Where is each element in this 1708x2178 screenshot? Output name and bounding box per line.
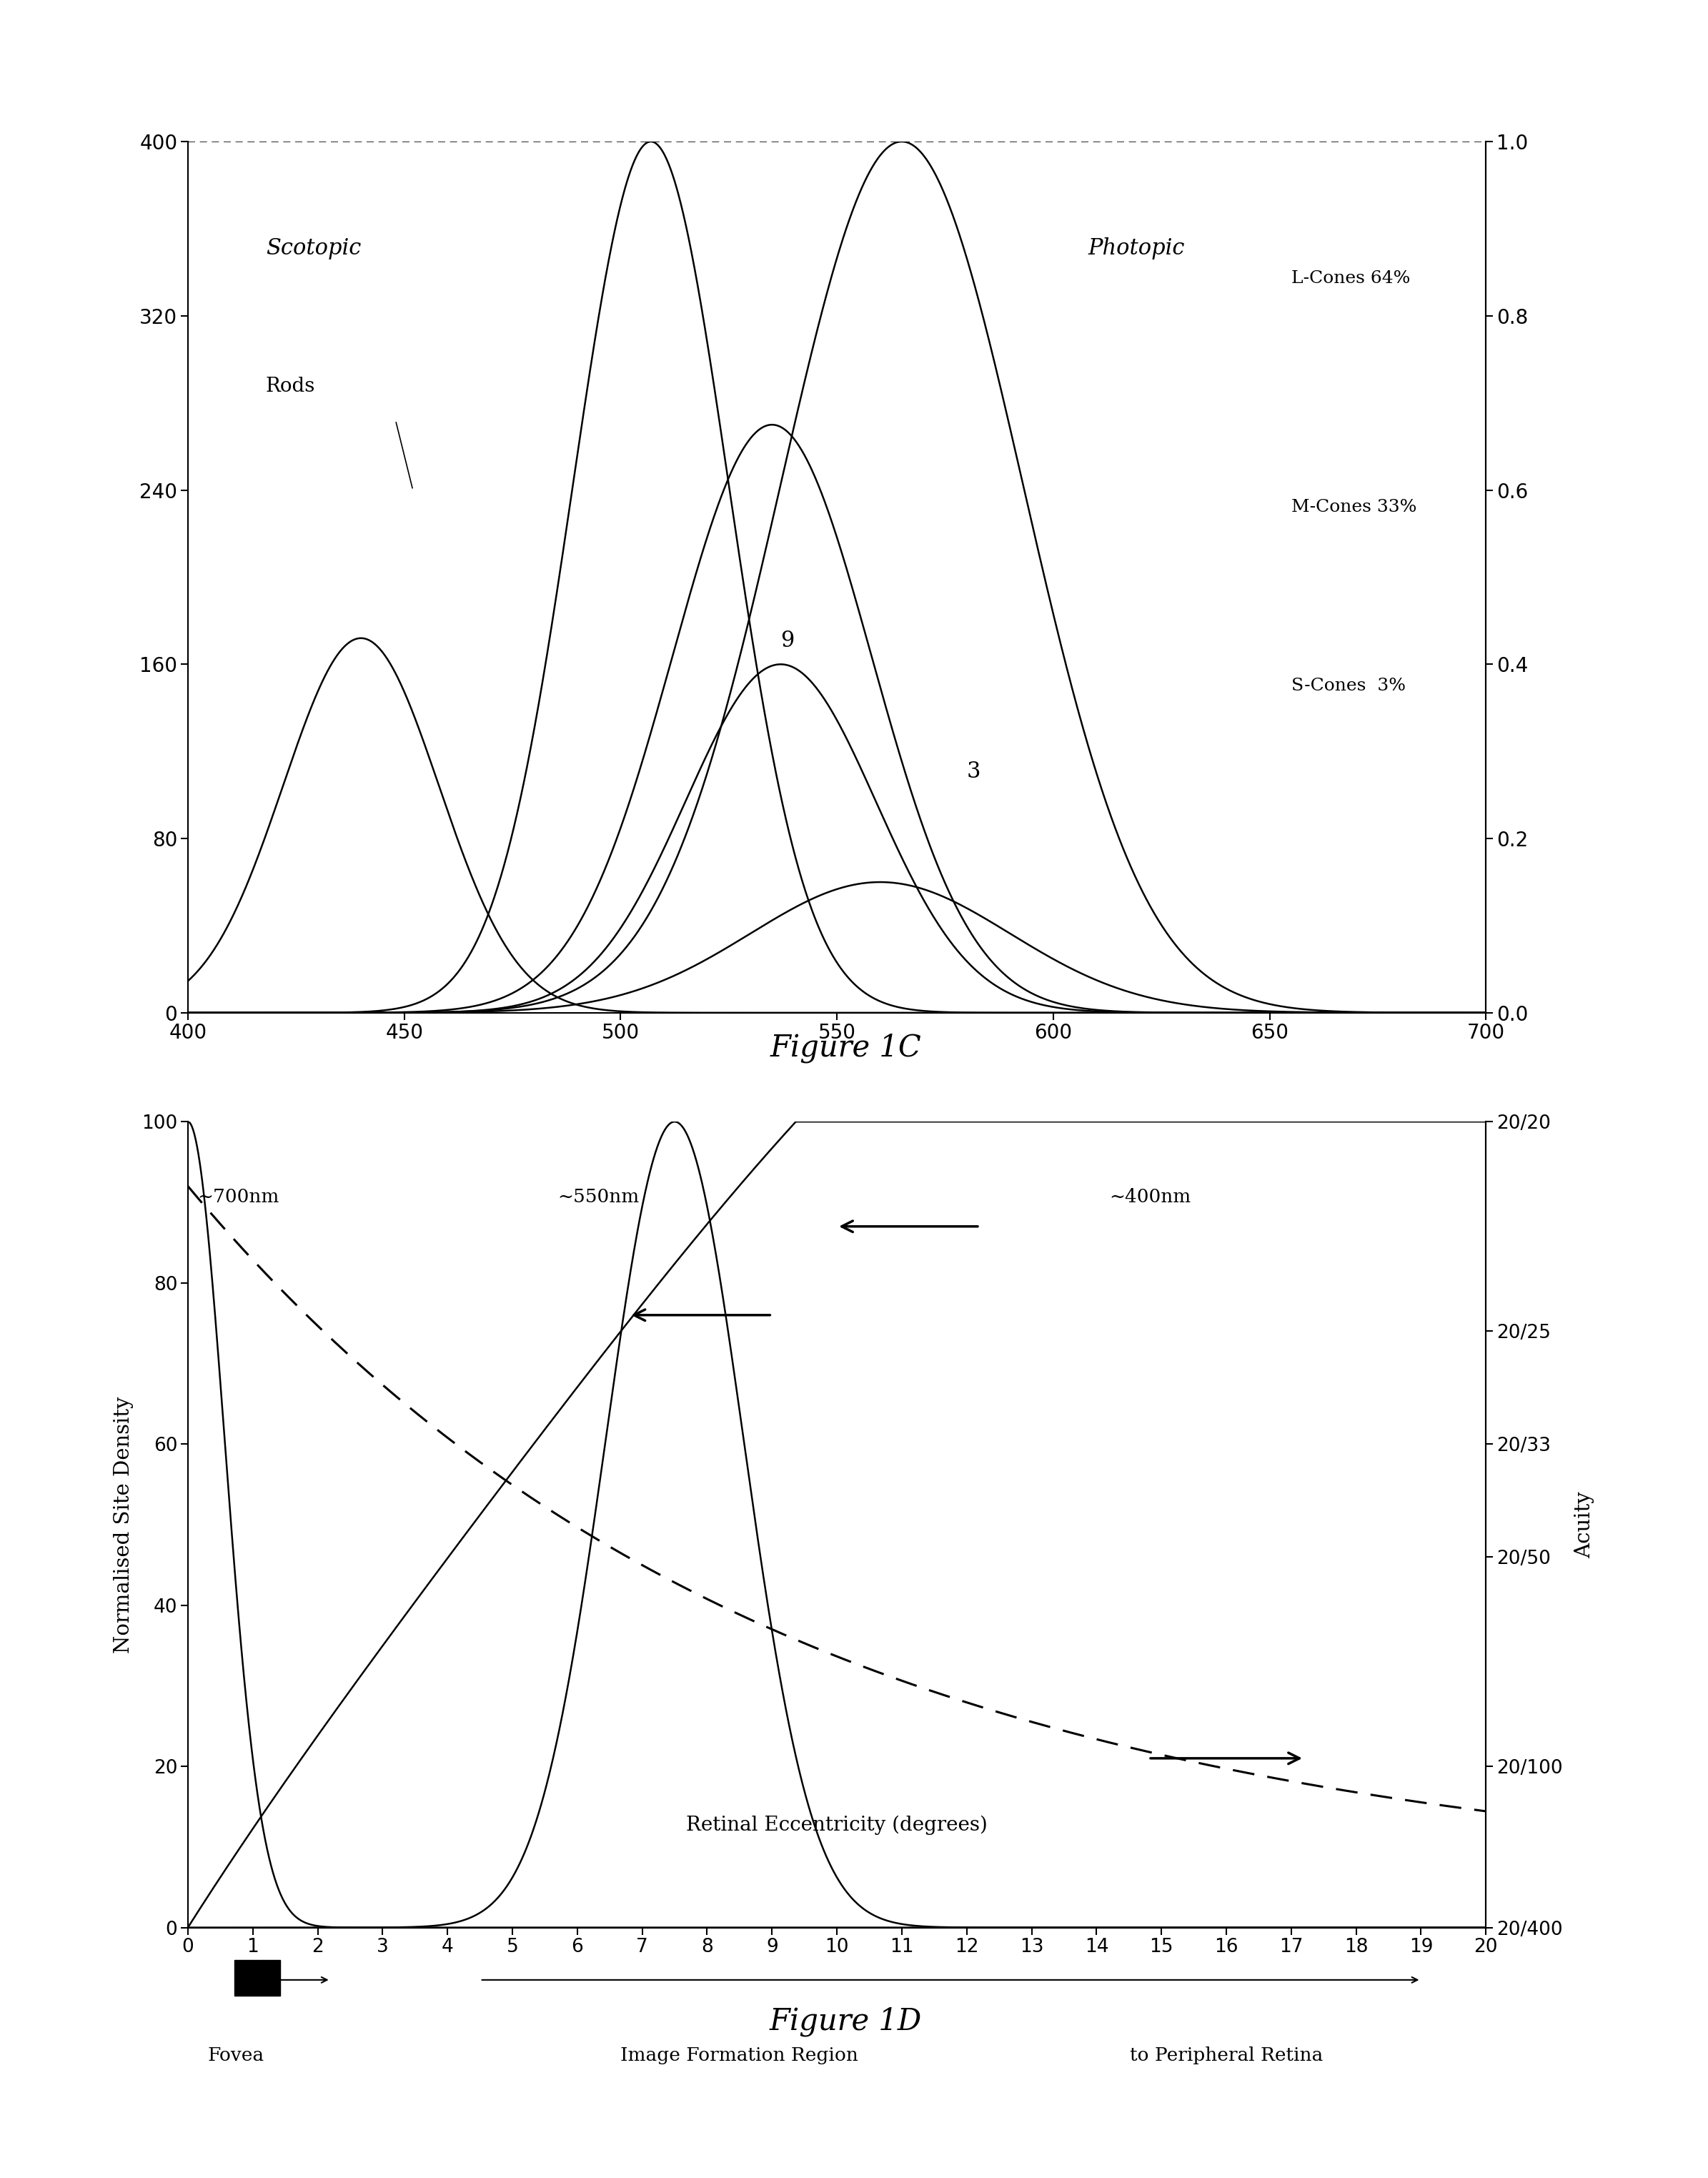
Y-axis label: Acuity: Acuity [1575,1492,1595,1557]
Bar [234,1960,280,1995]
Text: ~400nm: ~400nm [1110,1187,1190,1207]
Text: Image Formation Region: Image Formation Region [620,2045,859,2065]
Text: ~700nm: ~700nm [198,1187,280,1207]
Text: Scotopic: Scotopic [266,237,360,259]
Text: Fovea: Fovea [207,2045,265,2065]
Text: S-Cones  3%: S-Cones 3% [1291,677,1406,695]
Text: M-Cones 33%: M-Cones 33% [1291,499,1416,516]
Text: to Peripheral Retina: to Peripheral Retina [1129,2045,1324,2065]
Text: Rods: Rods [266,377,316,396]
Text: Figure 1C: Figure 1C [770,1032,921,1063]
Text: Retinal Eccentricity (degrees): Retinal Eccentricity (degrees) [687,1816,987,1836]
Text: 3: 3 [967,760,980,782]
Text: L-Cones 64%: L-Cones 64% [1291,270,1411,287]
Text: 9: 9 [781,629,794,651]
Text: Figure 1D: Figure 1D [769,2006,922,2036]
Text: Photopic: Photopic [1088,237,1185,259]
Text: ~550nm: ~550nm [559,1187,639,1207]
Y-axis label: Normalised Site Density: Normalised Site Density [114,1396,133,1653]
